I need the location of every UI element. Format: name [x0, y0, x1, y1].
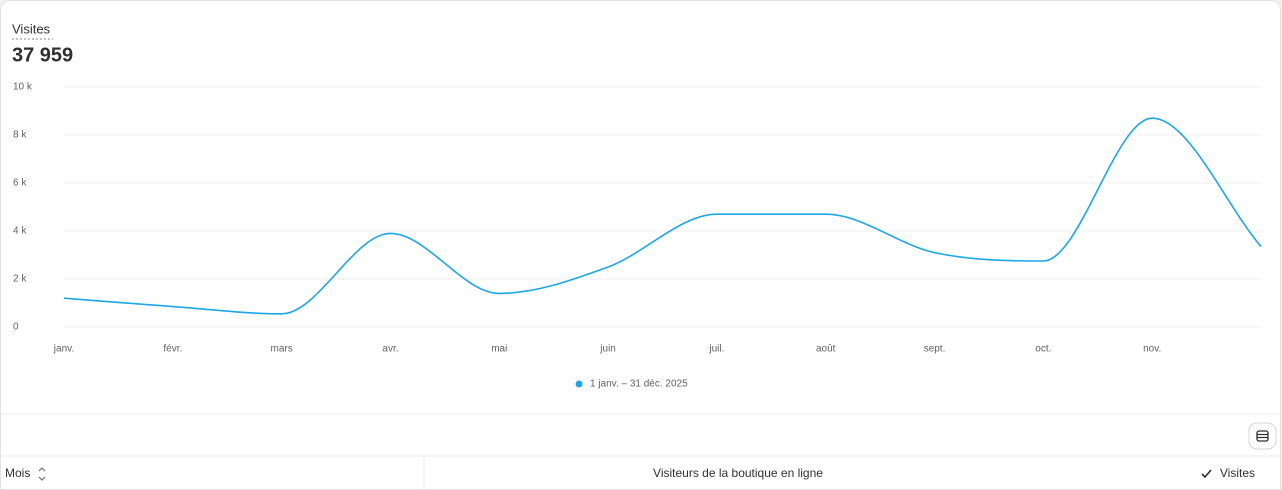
chart-title: Visites	[12, 21, 51, 36]
table-toggle-button[interactable]	[1248, 422, 1277, 450]
check-icon	[1201, 469, 1212, 479]
y-tick-label: 0	[13, 322, 19, 333]
legend-label: 1 janv. – 31 déc. 2025	[590, 379, 688, 390]
total-value: 37 959	[12, 44, 73, 66]
table-icon	[1256, 430, 1269, 442]
x-tick-label: juil.	[708, 344, 724, 355]
y-tick-label: 2 k	[13, 274, 27, 285]
x-tick-label: sept.	[924, 344, 946, 355]
y-tick-label: 6 k	[13, 178, 27, 189]
column-header[interactable]: Visites	[1220, 466, 1255, 480]
x-tick-label: mars	[271, 344, 293, 355]
y-tick-label: 8 k	[13, 130, 27, 141]
x-tick-label: nov.	[1143, 344, 1161, 355]
x-tick-label: juin	[599, 344, 616, 355]
line-series	[63, 117, 1262, 315]
legend-marker	[575, 380, 583, 388]
y-tick-label: 4 k	[13, 226, 27, 237]
x-tick-label: avr.	[382, 344, 398, 355]
x-tick-label: oct.	[1035, 344, 1051, 355]
sort-icon[interactable]	[38, 467, 46, 481]
column-header[interactable]: Mois	[5, 466, 30, 480]
x-tick-label: févr.	[163, 344, 182, 355]
y-tick-label: 10 k	[13, 82, 33, 93]
column-header: Visiteurs de la boutique en ligne	[653, 466, 823, 480]
x-tick-label: mai	[491, 344, 507, 355]
x-tick-label: août	[816, 344, 836, 355]
x-tick-label: janv.	[53, 344, 74, 355]
